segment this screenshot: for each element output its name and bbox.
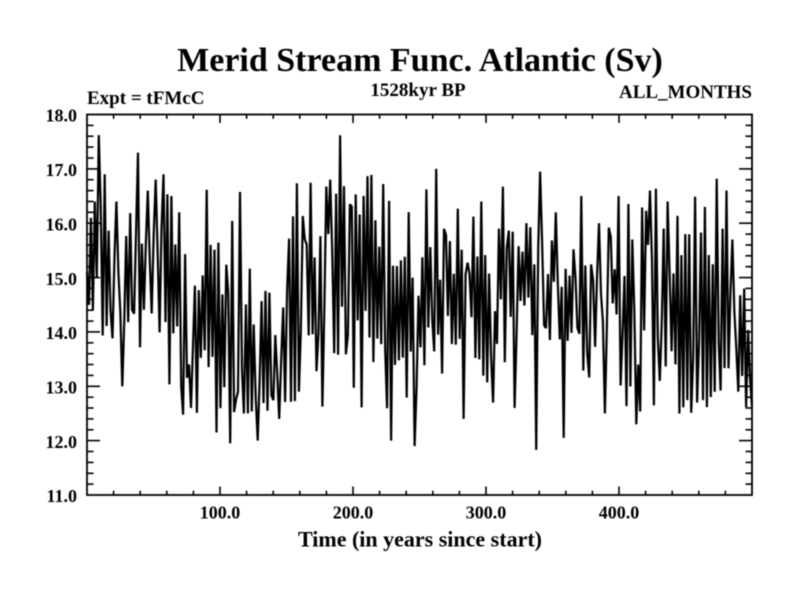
svg-text:Merid Stream Func. Atlantic (S: Merid Stream Func. Atlantic (Sv) [177,42,663,79]
svg-text:12.0: 12.0 [46,432,78,452]
svg-text:200.0: 200.0 [333,503,374,523]
svg-text:300.0: 300.0 [466,503,507,523]
svg-text:ALL_MONTHS: ALL_MONTHS [619,82,752,103]
svg-text:17.0: 17.0 [46,160,78,180]
svg-text:1528kyr BP: 1528kyr BP [370,80,466,101]
svg-text:16.0: 16.0 [46,214,78,234]
svg-text:18.0: 18.0 [46,106,78,126]
svg-text:15.0: 15.0 [46,269,78,289]
svg-text:Time (in years since start): Time (in years since start) [298,527,542,552]
svg-text:14.0: 14.0 [46,323,78,343]
svg-text:Expt = tFMcC: Expt = tFMcC [87,88,204,109]
svg-text:400.0: 400.0 [599,503,640,523]
svg-text:11.0: 11.0 [46,486,77,506]
svg-text:100.0: 100.0 [200,503,241,523]
svg-text:13.0: 13.0 [46,378,78,398]
